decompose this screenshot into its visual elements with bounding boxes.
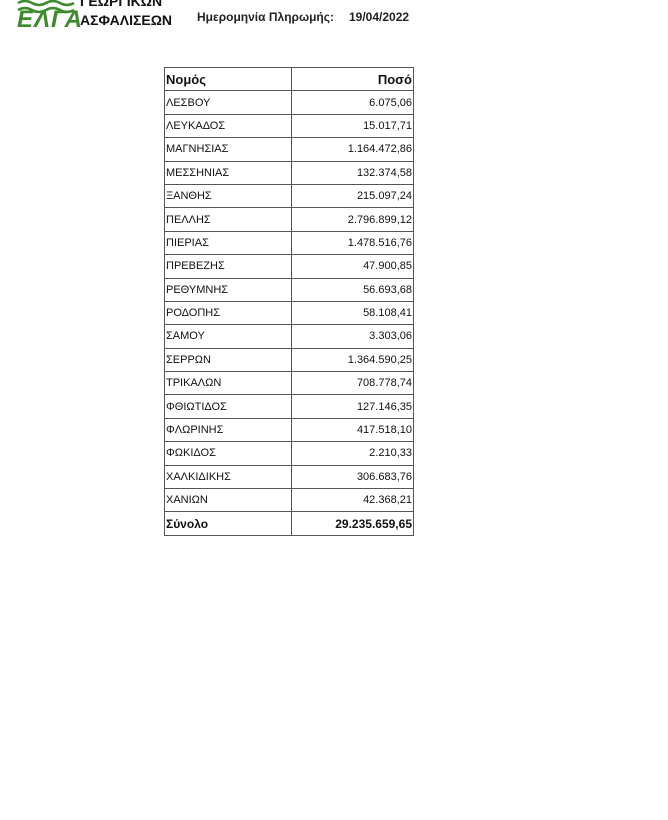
- org-name: ΓΕΩΡΓΙΚΩΝ: [80, 0, 163, 9]
- payment-date-label: Ημερομηνία Πληρωμής:: [197, 10, 334, 24]
- amount-cell: 3.303,06: [291, 324, 414, 349]
- data-row: ΠΡΕΒΕΖΗΣ 47.900,85: [164, 254, 414, 279]
- amount-cell: 1.478.516,76: [291, 230, 414, 256]
- region-cell: ΜΑΓΝΗΣΙΑΣ: [164, 137, 292, 162]
- logo-text: ΕΛΓΑ: [17, 6, 83, 33]
- amount-cell: 2.796.899,12: [291, 207, 414, 232]
- data-row: ΜΑΓΝΗΣΙΑΣ 1.164.472,86: [164, 137, 414, 162]
- data-row: ΠΙΕΡΙΑΣ 1.478.516,76: [164, 230, 414, 256]
- data-row: ΛΕΥΚΑΔΟΣ 15.017,71: [164, 113, 414, 139]
- region-cell: ΠΕΛΛΗΣ: [164, 207, 292, 232]
- region-cell: ΛΕΥΚΑΔΟΣ: [164, 113, 292, 139]
- data-row: ΦΘΙΩΤΙΔΟΣ 127.146,35: [164, 394, 414, 419]
- region-cell: ΣΑΜΟΥ: [164, 324, 292, 349]
- region-cell: ΤΡΙΚΑΛΩΝ: [164, 371, 292, 396]
- amount-cell: 127.146,35: [291, 394, 414, 419]
- data-row: ΦΛΩΡΙΝΗΣ 417.518,10: [164, 417, 414, 443]
- amount-cell: 1.164.472,86: [291, 137, 414, 162]
- region-cell: ΞΑΝΘΗΣ: [164, 183, 292, 209]
- region-cell: ΡΕΘΥΜΝΗΣ: [164, 277, 292, 302]
- amount-cell: 29.235.659,65: [291, 511, 414, 537]
- region-cell: ΦΩΚΙΔΟΣ: [164, 441, 292, 466]
- region-cell: ΣΕΡΡΩΝ: [164, 347, 292, 373]
- region-cell: ΦΛΩΡΙΝΗΣ: [164, 417, 292, 443]
- amount-cell: 42.368,21: [291, 488, 414, 513]
- region-cell: ΠΡΕΒΕΖΗΣ: [164, 254, 292, 279]
- data-row: ΡΕΘΥΜΝΗΣ 56.693,68: [164, 277, 414, 302]
- data-row: ΠΕΛΛΗΣ 2.796.899,12: [164, 207, 414, 232]
- amount-cell: 1.364.590,25: [291, 347, 414, 373]
- region-cell: Σύνολο: [164, 511, 292, 537]
- amount-cell: 2.210,33: [291, 441, 414, 466]
- region-cell: Νομός: [164, 66, 292, 92]
- amount-cell: 417.518,10: [291, 417, 414, 443]
- amount-cell: 15.017,71: [291, 113, 414, 139]
- data-row: ΧΑΝΙΩΝ 42.368,21: [164, 488, 414, 513]
- amount-cell: 708.778,74: [291, 371, 414, 396]
- amount-cell: 132.374,58: [291, 160, 414, 185]
- data-row: ΧΑΛΚΙΔΙΚΗΣ 306.683,76: [164, 464, 414, 490]
- data-row: ΣΑΜΟΥ 3.303,06: [164, 324, 414, 349]
- region-cell: ΡΟΔΟΠΗΣ: [164, 300, 292, 326]
- data-row: ΤΡΙΚΑΛΩΝ 708.778,74: [164, 371, 414, 396]
- amount-cell: 56.693,68: [291, 277, 414, 302]
- region-cell: ΧΑΛΚΙΔΙΚΗΣ: [164, 464, 292, 490]
- data-row: ΜΕΣΣΗΝΙΑΣ 132.374,58: [164, 160, 414, 185]
- region-cell: ΦΘΙΩΤΙΔΟΣ: [164, 394, 292, 419]
- total-row: Σύνολο 29.235.659,65: [164, 511, 414, 537]
- region-cell: ΜΕΣΣΗΝΙΑΣ: [164, 160, 292, 185]
- amount-cell: 47.900,85: [291, 254, 414, 279]
- amount-cell: 58.108,41: [291, 300, 414, 326]
- data-row: ΦΩΚΙΔΟΣ 2.210,33: [164, 441, 414, 466]
- amount-cell: 6.075,06: [291, 90, 414, 115]
- amounts-table: Νομός Ποσό ΛΕΣΒΟΥ 6.075,06 ΛΕΥΚΑΔΟΣ 15.017,71…: [164, 66, 414, 537]
- data-row: ΡΟΔΟΠΗΣ 58.108,41: [164, 300, 414, 326]
- header-row: Νομός Ποσό: [164, 66, 414, 92]
- amount-cell: Ποσό: [291, 66, 414, 92]
- org-name: ΑΣΦΑΛΙΣΕΩΝ: [80, 12, 173, 28]
- payment-date: 19/04/2022: [349, 10, 410, 24]
- region-cell: ΛΕΣΒΟΥ: [164, 90, 292, 115]
- amount-cell: 215.097,24: [291, 183, 414, 209]
- data-row: ΛΕΣΒΟΥ 6.075,06: [164, 90, 414, 115]
- region-cell: ΧΑΝΙΩΝ: [164, 488, 292, 513]
- data-row: ΞΑΝΘΗΣ 215.097,24: [164, 183, 414, 209]
- data-row: ΣΕΡΡΩΝ 1.364.590,25: [164, 347, 414, 373]
- region-cell: ΠΙΕΡΙΑΣ: [164, 230, 292, 256]
- amount-cell: 306.683,76: [291, 464, 414, 490]
- logo-waves: [17, 0, 75, 14]
